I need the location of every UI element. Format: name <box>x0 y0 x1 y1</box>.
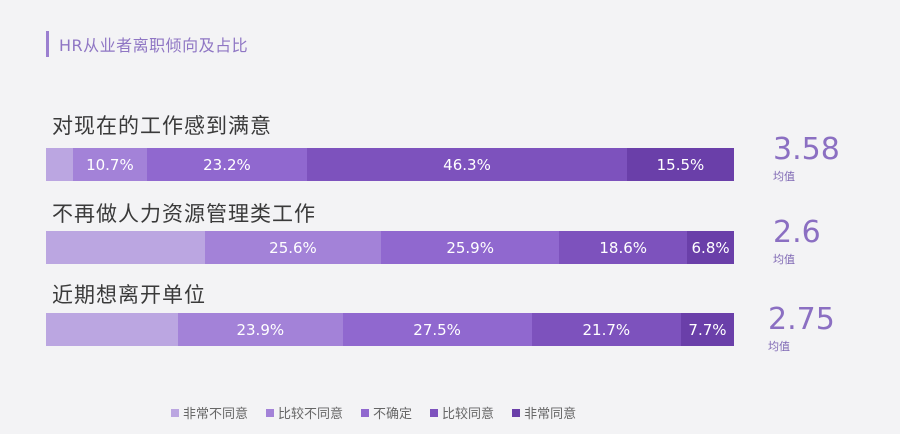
legend-label: 非常不同意 <box>183 407 249 422</box>
bar-segment: 7.7% <box>680 313 734 346</box>
bar-segment: 21.7% <box>531 313 681 346</box>
stacked-bar: 25.6% 25.9% 18.6% 6.8% <box>46 231 734 264</box>
bar-segment: 15.5% <box>626 148 734 181</box>
legend-swatch <box>430 408 439 417</box>
legend-label: 不确定 <box>373 407 413 422</box>
title-accent-bar <box>46 31 49 57</box>
bar-segment: 18.6% <box>559 231 688 264</box>
row-label: 不再做人力资源管理类工作 <box>52 202 316 226</box>
bar-segment: 10.7% <box>72 148 147 181</box>
mean-value: 2.75 均值 <box>768 304 835 354</box>
mean-number: 3.58 <box>773 132 840 167</box>
legend-item: 不确定 <box>361 403 412 422</box>
bar-segment: 25.6% <box>204 231 382 264</box>
bar-segment: 6.8% <box>687 231 734 264</box>
legend-swatch <box>512 408 521 417</box>
mean-value: 3.58 均值 <box>773 134 840 184</box>
bar-segment <box>46 313 179 346</box>
legend-swatch <box>171 408 179 417</box>
mean-label: 均值 <box>773 170 795 183</box>
bar-segment <box>46 231 205 264</box>
legend-item: 比较同意 <box>430 403 494 422</box>
legend-swatch <box>266 408 275 417</box>
legend: 非常不同意 比较不同意 不确定 比较同意 非常同意 <box>171 403 576 422</box>
mean-label: 均值 <box>768 340 790 353</box>
mean-value: 2.6 均值 <box>773 217 821 267</box>
row-label: 近期想离开单位 <box>52 283 206 307</box>
bar-segment: 23.2% <box>146 148 308 181</box>
legend-label: 非常同意 <box>524 407 577 422</box>
legend-item: 非常同意 <box>512 403 576 422</box>
mean-label: 均值 <box>773 253 795 266</box>
legend-swatch <box>361 408 370 417</box>
page-title: HR从业者离职倾向及占比 <box>59 36 249 55</box>
mean-number: 2.75 <box>768 302 835 337</box>
bar-segment: 27.5% <box>342 313 532 346</box>
stacked-bar: 23.9% 27.5% 21.7% 7.7% <box>46 313 734 346</box>
row-label: 对现在的工作感到满意 <box>52 114 272 138</box>
bar-segment <box>46 148 73 181</box>
legend-label: 比较同意 <box>442 407 495 422</box>
legend-item: 非常不同意 <box>171 403 248 422</box>
stacked-bar: 10.7% 23.2% 46.3% 15.5% <box>46 148 734 181</box>
legend-item: 比较不同意 <box>266 403 343 422</box>
bar-segment: 25.9% <box>381 231 560 264</box>
legend-label: 比较不同意 <box>278 407 344 422</box>
bar-segment: 23.9% <box>178 313 343 346</box>
chart-title: HR从业者离职倾向及占比 <box>46 31 248 57</box>
bar-segment: 46.3% <box>307 148 627 181</box>
mean-number: 2.6 <box>773 215 821 250</box>
